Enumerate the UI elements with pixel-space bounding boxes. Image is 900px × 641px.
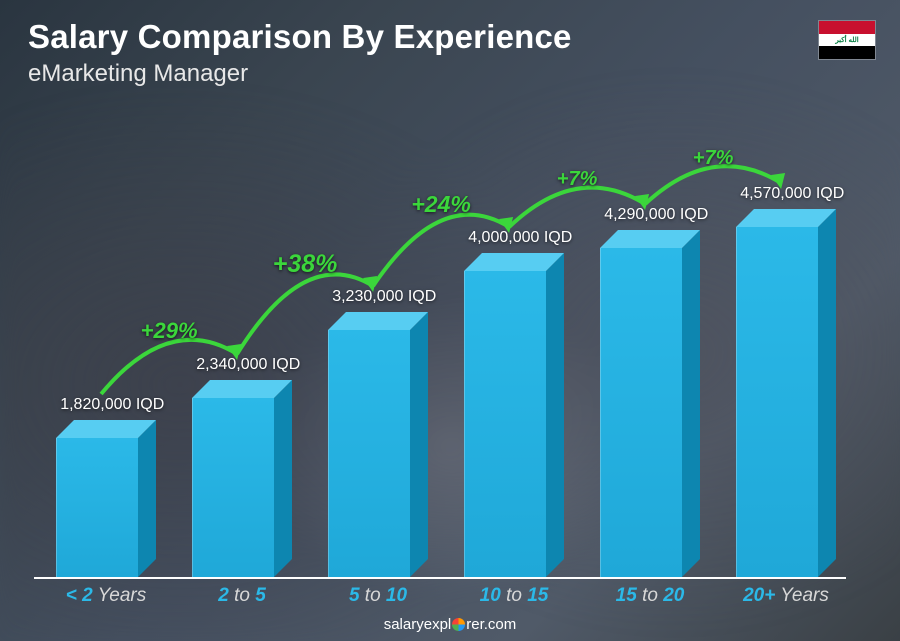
category-label: 20+ Years — [736, 585, 836, 607]
category-label: 10 to 15 — [464, 585, 564, 607]
page-subtitle: eMarketing Manager — [28, 60, 572, 88]
flag-stripe-black — [819, 46, 875, 59]
category-label: 2 to 5 — [192, 585, 292, 607]
iraq-flag-icon: الله أكبر — [818, 20, 876, 60]
flag-stripe-white: الله أكبر — [819, 34, 875, 47]
flag-stripe-red — [819, 21, 875, 34]
category-label: 15 to 20 — [600, 585, 700, 607]
growth-arc — [34, 110, 846, 577]
footer-text-before: salaryexpl — [384, 616, 452, 633]
logo-pie-icon — [452, 618, 465, 631]
footer-credit: salaryexpl rer.com — [0, 616, 900, 633]
footer-text-after: rer.com — [466, 616, 516, 633]
page-title: Salary Comparison By Experience — [28, 18, 572, 56]
category-axis: < 2 Years 2 to 5 5 to 10 10 to 15 15 to 20 20… — [34, 585, 846, 613]
growth-arc-label: +7% — [693, 147, 734, 170]
bar-chart: 1,820,000 IQD2,340,000 IQD3,230,000 IQD4… — [34, 110, 846, 579]
header: Salary Comparison By Experience eMarketi… — [28, 18, 572, 88]
category-label: < 2 Years — [56, 585, 156, 607]
flag-script: الله أكبر — [835, 36, 858, 44]
category-label: 5 to 10 — [328, 585, 428, 607]
